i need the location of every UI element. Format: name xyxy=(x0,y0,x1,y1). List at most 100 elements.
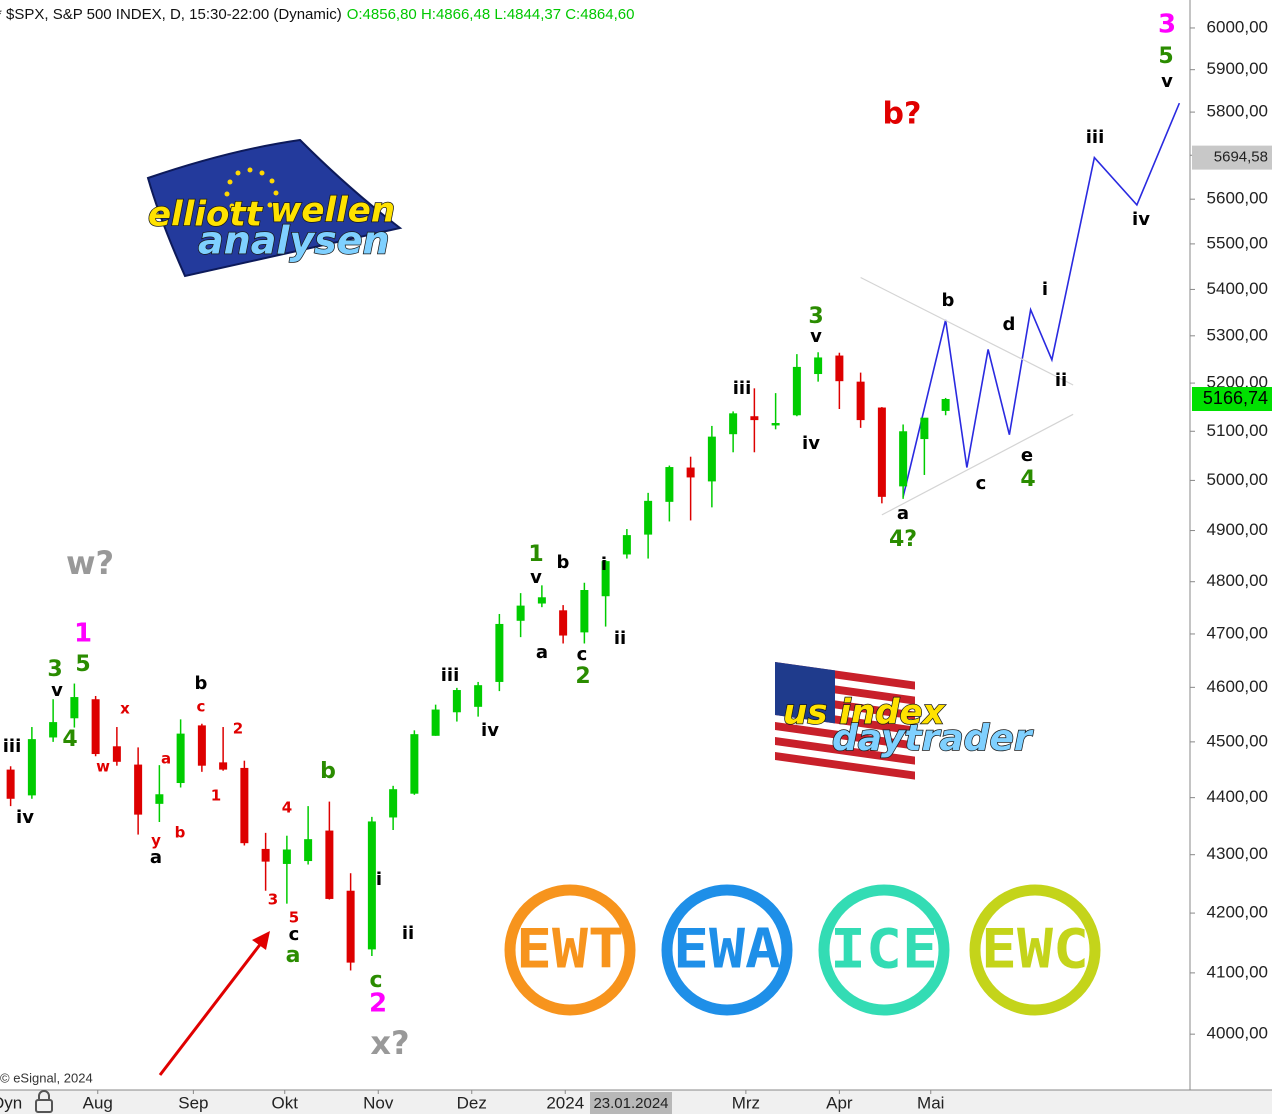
candle-body xyxy=(389,789,398,818)
arrow-head xyxy=(252,931,270,950)
candle-body xyxy=(835,355,844,382)
y-tick-label: 4800,00 xyxy=(1207,571,1268,590)
candle-body xyxy=(91,699,100,755)
candle-body xyxy=(920,417,929,440)
y-tick-label: 4200,00 xyxy=(1207,903,1268,922)
wave-label: b xyxy=(195,673,208,694)
wave-label: a xyxy=(897,503,909,524)
wave-label: iv xyxy=(802,433,820,454)
candle-body xyxy=(49,722,58,738)
wave-label: 4? xyxy=(889,527,917,552)
y-tick-label: 5500,00 xyxy=(1207,233,1268,252)
cursor-date-box xyxy=(590,1092,672,1114)
candle-body xyxy=(155,794,164,804)
wave-label: i xyxy=(376,869,382,890)
wave-label: iii xyxy=(1086,127,1105,148)
candle-body xyxy=(27,739,36,796)
wave-label: c xyxy=(976,473,987,494)
price-marker xyxy=(1192,387,1272,412)
candle-body xyxy=(771,423,780,426)
wave-label: 4 xyxy=(282,799,292,817)
x-tick-label: Nov xyxy=(363,1093,394,1112)
axes: 4000,00 4100,00 4200,00 4300,00 4400,00 4500,… xyxy=(83,17,1272,1112)
y-tick-label: 5800,00 xyxy=(1207,102,1268,121)
wave-label: iii xyxy=(3,736,22,757)
wave-label: x? xyxy=(370,1024,409,1062)
wave-label: 3 xyxy=(808,304,823,329)
candle-body xyxy=(70,697,79,719)
y-tick-label: 4600,00 xyxy=(1207,677,1268,696)
wave-label: 4 xyxy=(1020,467,1035,492)
candle-body xyxy=(856,381,865,421)
y-tick-label: 4700,00 xyxy=(1207,623,1268,642)
candle-body xyxy=(792,366,801,416)
candle-body xyxy=(707,436,716,482)
wave-label: ii xyxy=(614,628,626,649)
wave-label: c xyxy=(289,924,300,945)
wave-label: iv xyxy=(481,720,499,741)
wave-label: a xyxy=(150,847,162,868)
wave-label: ii xyxy=(402,923,414,944)
wave-label: a xyxy=(286,943,301,968)
candle-body xyxy=(452,690,461,713)
cursor-date: 23.01.2024 xyxy=(593,1095,668,1112)
candle-body xyxy=(197,725,206,766)
header-ohlc: O:4856,80 H:4866,48 L:4844,37 C:4864,60 xyxy=(347,6,635,23)
wave-label: c xyxy=(577,644,588,665)
x-tick-label: Okt xyxy=(272,1093,299,1112)
wave-label: 3 xyxy=(268,891,278,909)
projection-line xyxy=(881,413,1074,516)
candle-body xyxy=(622,535,631,555)
wave-label: b xyxy=(557,552,570,573)
candle-body xyxy=(559,610,568,636)
candle-body xyxy=(261,848,270,862)
candle-body xyxy=(410,734,419,794)
wave-label: e xyxy=(1021,445,1033,466)
badge-text: EWT xyxy=(516,918,624,981)
price-marker-label: 5694,58 xyxy=(1214,149,1268,166)
y-tick-label: 5100,00 xyxy=(1207,421,1268,440)
x-tick-label: Mai xyxy=(917,1093,944,1112)
wave-label: w? xyxy=(66,544,114,582)
x-tick-label: Mrz xyxy=(732,1093,760,1112)
y-tick-label: 5300,00 xyxy=(1207,325,1268,344)
candle-body xyxy=(304,839,313,862)
candle-body xyxy=(325,830,334,899)
eu-flag xyxy=(146,138,403,278)
badge-ring xyxy=(661,884,793,1016)
logo-text: elliott xyxy=(148,195,264,235)
badge-text: EWC xyxy=(981,918,1089,981)
candle-body xyxy=(346,890,355,963)
wave-label: v xyxy=(1161,71,1173,92)
candle-body xyxy=(495,623,504,682)
wave-label: x xyxy=(120,700,130,718)
y-tick-label: 5900,00 xyxy=(1207,59,1268,78)
wave-label: 1 xyxy=(74,619,92,649)
wave-label: c xyxy=(197,698,206,716)
y-tick-label: 4500,00 xyxy=(1207,731,1268,750)
candle-body xyxy=(282,849,291,864)
wave-label: b xyxy=(942,290,955,311)
logo-text: analysen xyxy=(198,219,390,263)
candle-body xyxy=(537,597,546,604)
wave-label: ii xyxy=(1055,370,1067,391)
wave-label: 3 xyxy=(47,657,62,682)
y-tick-label: 5600,00 xyxy=(1207,189,1268,208)
wave-label: y xyxy=(151,832,161,850)
wave-label: iv xyxy=(16,807,34,828)
badge-ring xyxy=(504,884,636,1016)
lock-icon xyxy=(35,1090,53,1113)
candle-body xyxy=(601,561,610,597)
y-axis-panel xyxy=(1190,0,1272,1090)
y-tick-label: 4000,00 xyxy=(1207,1024,1268,1043)
y-tick-label: 5400,00 xyxy=(1207,279,1268,298)
wave-label: i xyxy=(601,554,607,575)
wave-label: b xyxy=(320,759,336,784)
wave-label: 4 xyxy=(62,727,77,752)
wave-label: a xyxy=(161,750,171,768)
candle-body xyxy=(367,821,376,950)
candle-body xyxy=(219,762,228,770)
y-tick-label: 4100,00 xyxy=(1207,962,1268,981)
